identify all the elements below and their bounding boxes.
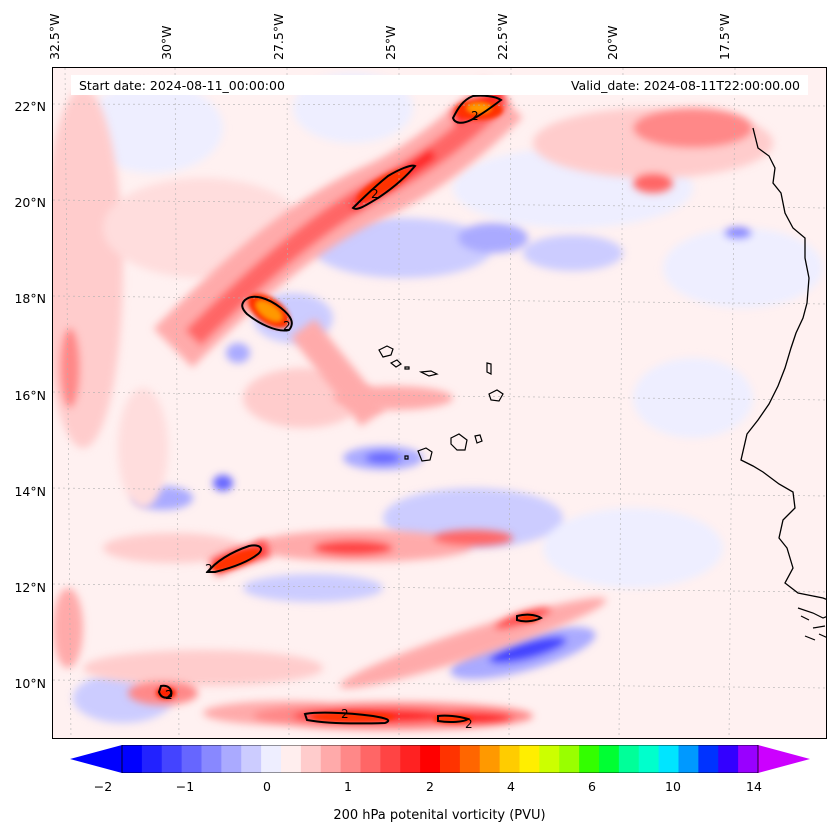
colorbar-cell (519, 745, 540, 773)
pv-2-contours (157, 94, 543, 725)
contour-label: 2 (165, 688, 173, 702)
colorbar-cell (718, 745, 739, 773)
colorbar-cell (122, 745, 143, 773)
colorbar-cell (320, 745, 342, 773)
lon-label: 17.5°W (717, 13, 732, 60)
coastline-islands (797, 607, 826, 641)
colorbar-extend-max (758, 745, 810, 773)
colorbar-cell (599, 745, 620, 773)
colorbar-cell (181, 745, 202, 773)
colorbar-cell (241, 745, 262, 773)
contour-label: 2 (283, 319, 291, 333)
colorbar-cell (559, 745, 580, 773)
colorbar-cell (380, 745, 401, 773)
colorbar-extend-min (70, 745, 122, 773)
colorbar-tick: −1 (175, 779, 195, 794)
colorbar-cell (281, 745, 302, 773)
lon-label: 20°W (605, 25, 620, 60)
colorbar-tick: 2 (426, 779, 434, 794)
colorbar-cell (261, 745, 282, 773)
colorbar-cell (161, 745, 183, 773)
colorbar-tick: 0 (263, 779, 271, 794)
colorbar-frame (121, 745, 759, 773)
african-coastline (740, 127, 826, 600)
colorbar-cell (360, 745, 381, 773)
colorbar (70, 745, 810, 773)
colorbar-tick: 10 (665, 779, 681, 794)
graticule (53, 68, 826, 738)
lat-label: 18°N (14, 291, 46, 306)
colorbar-cell (678, 745, 699, 773)
colorbar-cell (738, 745, 759, 773)
colorbar-cell (340, 745, 361, 773)
colorbar-label: 200 hPa potenital vorticity (PVU) (333, 808, 546, 823)
contour-label: 2 (465, 717, 473, 731)
contour-label: 2 (205, 562, 213, 576)
colorbar-cell (440, 745, 461, 773)
colorbar-tick: 4 (507, 779, 515, 794)
colorbar-cell (201, 745, 222, 773)
contour-label: 2 (471, 109, 479, 123)
colorbar-cell (400, 745, 421, 773)
lat-label: 10°N (14, 676, 46, 691)
lat-label: 20°N (14, 195, 46, 210)
cape-verde-islands (378, 345, 504, 462)
lon-label: 25°W (383, 25, 398, 60)
start-date-text: Start date: 2024-08-11_00:00:00 (79, 78, 285, 93)
colorbar-tick: 1 (344, 779, 352, 794)
colorbar-cell (579, 745, 600, 773)
colorbar-tick: 6 (588, 779, 596, 794)
colorbar-cell (539, 745, 560, 773)
colorbar-cell (658, 745, 679, 773)
lat-label: 16°N (14, 388, 46, 403)
lat-label: 22°N (14, 99, 46, 114)
colorbar-cell (420, 745, 441, 773)
contour-label: 2 (371, 187, 379, 201)
colorbar-tick: −2 (93, 779, 113, 794)
lon-label: 22.5°W (495, 13, 510, 60)
colorbar-cell (221, 745, 242, 773)
map-panel: 2 2 2 2 2 2 2 (52, 67, 827, 739)
valid-date-text: Valid_date: 2024-08-11T22:00:00.00 (570, 78, 800, 93)
lon-label: 30°W (159, 25, 174, 60)
colorbar-cell (698, 745, 719, 773)
pv-field-map: 2 2 2 2 2 2 2 (53, 68, 826, 738)
lat-label: 14°N (14, 484, 46, 499)
contour-labels: 2 2 2 2 2 2 2 (165, 109, 479, 731)
info-bar: Start date: 2024-08-11_00:00:00 Valid_da… (71, 75, 808, 95)
contour-label: 2 (341, 707, 349, 721)
lat-label: 12°N (14, 580, 46, 595)
colorbar-cell (300, 745, 322, 773)
colorbar-cell (141, 745, 163, 773)
lon-label: 32.5°W (47, 13, 62, 60)
colorbar-cell (459, 745, 481, 773)
colorbar-cell (479, 745, 501, 773)
colorbar-tick: 14 (746, 779, 762, 794)
colorbar-cell (499, 745, 520, 773)
colorbar-cell (618, 745, 640, 773)
colorbar-cell (638, 745, 660, 773)
lon-label: 27.5°W (271, 13, 286, 60)
